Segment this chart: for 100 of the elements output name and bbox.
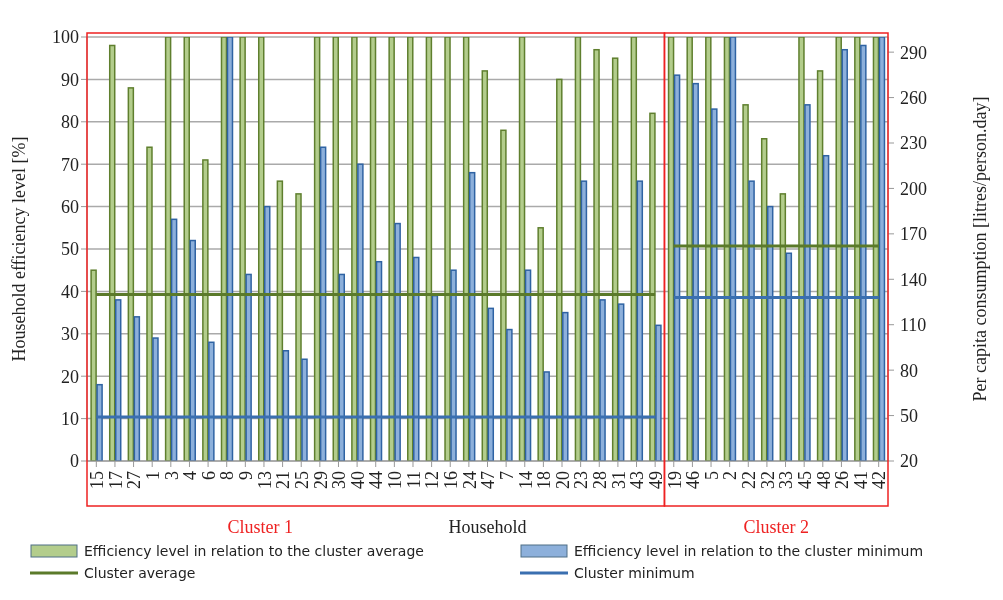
bar bbox=[673, 74, 681, 461]
x-tick-label: 47 bbox=[478, 471, 499, 489]
bar bbox=[804, 104, 811, 461]
bar bbox=[245, 273, 252, 461]
y-tick-label: 40 bbox=[61, 281, 79, 302]
x-tick-label: 23 bbox=[571, 471, 592, 489]
text: Cluster 2 bbox=[743, 517, 809, 537]
x-tick-label: 43 bbox=[627, 471, 648, 489]
x-tick-label: 19 bbox=[664, 471, 685, 489]
bar bbox=[431, 294, 439, 461]
y-tick-label: 0 bbox=[70, 451, 79, 472]
bar bbox=[319, 146, 327, 461]
x-tick-label: 25 bbox=[292, 471, 312, 489]
x-tick-label: 10 bbox=[385, 471, 406, 489]
bar bbox=[450, 269, 457, 461]
x-tick-label: 33 bbox=[776, 471, 797, 489]
y-tick-label: 100 bbox=[52, 27, 79, 48]
y2-tick-label: 50 bbox=[900, 405, 918, 426]
bar bbox=[729, 37, 737, 461]
bar bbox=[264, 205, 271, 461]
x-tick-label: 31 bbox=[608, 471, 629, 489]
y-tick-label: 80 bbox=[61, 112, 79, 133]
bar bbox=[413, 256, 420, 461]
y-axis-title: Household efficiency level [%] bbox=[9, 136, 30, 362]
legend-label: Efficiency level in relation to the cluster minimum bbox=[574, 543, 924, 559]
bar bbox=[189, 239, 196, 461]
x-tick-label: 44 bbox=[366, 471, 387, 489]
x-tick-label: 7 bbox=[496, 471, 517, 480]
y2-tick-label: 260 bbox=[900, 87, 927, 108]
bar bbox=[468, 171, 476, 461]
bar bbox=[599, 299, 606, 461]
bar bbox=[766, 205, 774, 461]
x-tick-label: 48 bbox=[813, 471, 834, 489]
bar bbox=[226, 37, 234, 461]
y-tick-label: 60 bbox=[61, 196, 79, 217]
y2-tick-label: 80 bbox=[900, 360, 918, 381]
y2-tick-label: 140 bbox=[900, 269, 927, 290]
x-tick-label: 15 bbox=[87, 471, 108, 489]
y-tick-label: 20 bbox=[61, 366, 79, 387]
x-tick-label: 3 bbox=[161, 471, 182, 480]
y-tick-label: 50 bbox=[61, 239, 79, 260]
bar bbox=[152, 337, 159, 461]
y-tick-label: 70 bbox=[61, 154, 79, 175]
bar bbox=[785, 252, 793, 461]
y2-axis-title: Per capita consumption [litres/person.day] bbox=[970, 96, 991, 402]
x-tick-label: 49 bbox=[645, 471, 666, 489]
y-tick-label: 90 bbox=[61, 69, 79, 90]
bar bbox=[543, 371, 550, 461]
bar bbox=[711, 108, 718, 461]
x-tick-label: 29 bbox=[310, 471, 331, 489]
bar bbox=[114, 299, 122, 461]
x-tick-label: 17 bbox=[105, 471, 126, 489]
x-tick-label: 41 bbox=[850, 471, 871, 489]
y2-tick-label: 170 bbox=[900, 224, 927, 245]
y2-tick-label: 230 bbox=[900, 133, 927, 154]
x-tick-label: 26 bbox=[832, 471, 853, 489]
x-tick-label: 5 bbox=[701, 471, 722, 480]
bar bbox=[96, 383, 103, 461]
bar bbox=[301, 358, 308, 461]
x-tick-label: 32 bbox=[757, 471, 778, 489]
bar bbox=[692, 82, 699, 461]
bar bbox=[562, 311, 569, 461]
x-tick-label: 12 bbox=[422, 471, 443, 489]
bar bbox=[170, 218, 178, 461]
x-tick-label: 24 bbox=[459, 471, 480, 489]
x-tick-label: 27 bbox=[124, 471, 145, 489]
bar bbox=[655, 324, 662, 461]
x-tick-label: 13 bbox=[254, 471, 275, 489]
x-tick-label: 40 bbox=[347, 471, 368, 489]
x-tick-label: 18 bbox=[534, 471, 555, 489]
x-tick-label: 45 bbox=[794, 471, 815, 489]
bar bbox=[487, 307, 495, 461]
bar bbox=[580, 180, 588, 461]
x-tick-label: 4 bbox=[180, 471, 201, 480]
bar bbox=[208, 341, 215, 461]
x-tick-label: 1 bbox=[142, 471, 163, 480]
x-tick-label: 20 bbox=[552, 471, 573, 489]
bar bbox=[617, 303, 625, 461]
legend-label: Cluster minimum bbox=[574, 565, 695, 581]
y2-tick-label: 290 bbox=[900, 42, 927, 63]
x-tick-label: 21 bbox=[273, 471, 294, 489]
bar bbox=[394, 222, 401, 461]
y2-tick-label: 110 bbox=[900, 315, 927, 336]
x-tick-label: 30 bbox=[329, 471, 350, 489]
text: Cluster 1 bbox=[227, 517, 293, 537]
bar bbox=[133, 316, 141, 461]
x-tick-label: 42 bbox=[869, 471, 890, 489]
x-tick-label: 22 bbox=[739, 471, 760, 489]
y-tick-label: 10 bbox=[61, 408, 79, 429]
y2-tick-label: 200 bbox=[900, 178, 927, 199]
bar bbox=[841, 48, 848, 461]
bar bbox=[822, 154, 830, 461]
x-tick-label: 6 bbox=[198, 471, 219, 480]
bar bbox=[748, 180, 755, 461]
x-axis-title: Household bbox=[448, 517, 527, 537]
x-tick-label: 8 bbox=[217, 471, 238, 480]
bar bbox=[860, 44, 867, 461]
x-tick-label: 46 bbox=[683, 471, 704, 489]
x-tick-label: 9 bbox=[236, 471, 257, 480]
x-tick-label: 14 bbox=[515, 471, 536, 489]
